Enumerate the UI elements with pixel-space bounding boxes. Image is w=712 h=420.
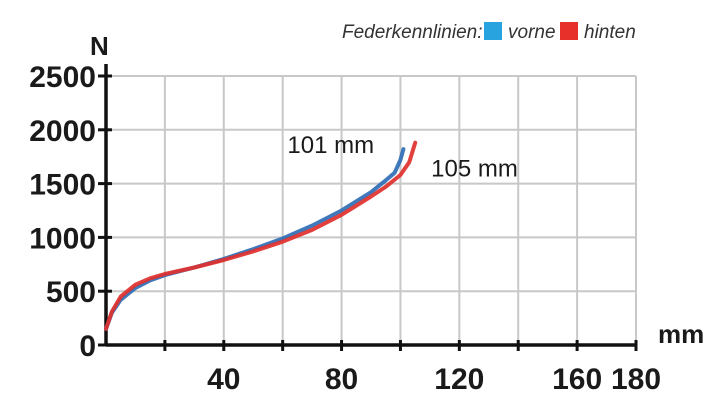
legend-swatch-hinten	[560, 22, 578, 40]
grid	[106, 75, 637, 345]
y-axis-label: N	[90, 31, 109, 61]
annotation-label: 101 mm	[287, 132, 374, 159]
x-tick-label: 120	[434, 363, 484, 396]
legend-entry-hinten: hinten	[584, 22, 636, 43]
x-axis-label: mm	[658, 319, 704, 349]
x-tick-label: 40	[207, 363, 240, 396]
x-tick-label: 160	[552, 363, 602, 396]
y-tick-label: 500	[46, 276, 96, 309]
y-tick-label: 2000	[29, 115, 96, 148]
series-line-hinten	[104, 140, 418, 331]
axes	[98, 64, 638, 351]
x-tick-label: 80	[325, 363, 358, 396]
legend-entry-vorne: vorne	[508, 22, 556, 43]
y-tick-label: 2500	[29, 61, 96, 94]
y-tick-label: 0	[79, 330, 96, 363]
annotation-label: 105 mm	[431, 156, 518, 183]
legend-swatch-vorne	[484, 22, 502, 40]
y-tick-label: 1500	[29, 169, 96, 202]
labels: 0 500 1000 1500 2000 2500 40 80 120 160 180 Nmm 101 …	[29, 31, 704, 396]
legend-title: Federkennlinien:	[342, 22, 482, 43]
series-layer	[104, 140, 418, 331]
x-tick-label: 180	[611, 363, 661, 396]
series-line-vorne	[104, 147, 406, 331]
y-tick-label: 1000	[29, 222, 96, 255]
legend: Federkennlinien: vorne hinten	[342, 22, 636, 43]
